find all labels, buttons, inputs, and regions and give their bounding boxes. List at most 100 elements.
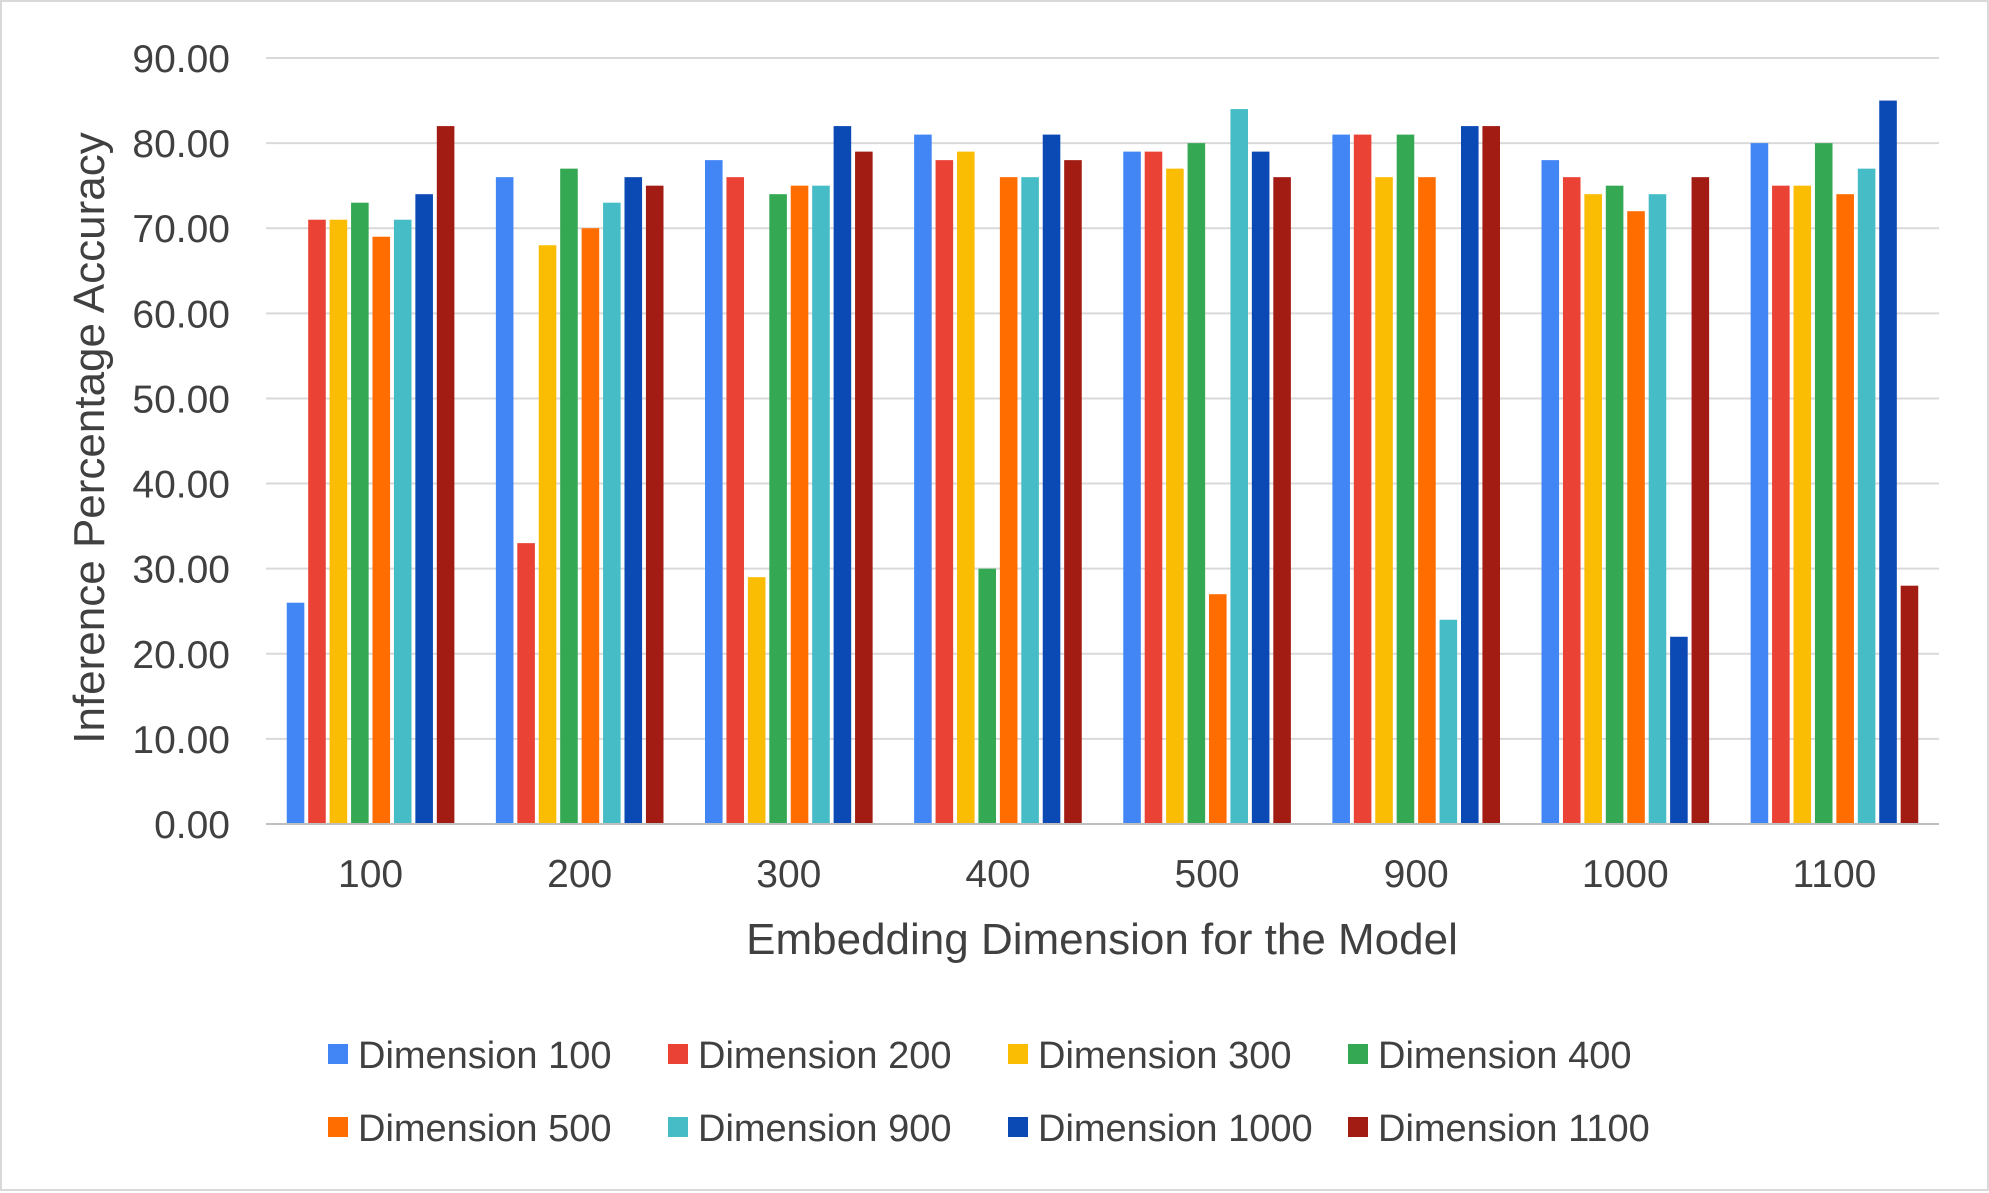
bar-dimension-1000-cat-200 xyxy=(624,177,643,824)
legend-label: Dimension 1100 xyxy=(1378,1108,1650,1150)
bar-dimension-1100-cat-1100 xyxy=(1900,585,1919,824)
x-tick-label: 200 xyxy=(547,853,612,896)
legend-swatch xyxy=(1348,1044,1368,1064)
bar-dimension-500-cat-1000 xyxy=(1627,211,1645,824)
bar-dimension-1100-cat-100 xyxy=(436,126,455,825)
bar-dimension-1000-cat-100 xyxy=(415,194,433,824)
bar-dimension-500-cat-1100 xyxy=(1836,194,1854,824)
legend-swatch xyxy=(328,1117,348,1137)
bar-dimension-100-cat-300 xyxy=(705,160,723,824)
gridlines xyxy=(266,57,1939,740)
bar-dimension-900-cat-900 xyxy=(1439,619,1458,824)
bar-dimension-400-cat-1000 xyxy=(1605,185,1624,825)
legend-swatch xyxy=(668,1044,688,1064)
bar-dimension-1100-cat-1000 xyxy=(1691,177,1710,824)
bar-dimension-500-cat-400 xyxy=(999,177,1018,824)
bar-dimension-1000-cat-1100 xyxy=(1879,100,1897,824)
legend-swatch xyxy=(1348,1117,1368,1137)
bar-dimension-1000-cat-300 xyxy=(833,126,852,825)
bar-dimension-200-cat-400 xyxy=(935,160,954,824)
bar-dimension-400-cat-400 xyxy=(978,568,997,824)
x-tick-label: 100 xyxy=(338,853,403,896)
bar-dimension-500-cat-500 xyxy=(1208,594,1227,824)
legend-label: Dimension 900 xyxy=(698,1108,951,1150)
bar-dimension-1000-cat-500 xyxy=(1251,151,1270,824)
x-tick-label: 1100 xyxy=(1793,853,1877,896)
legend-label: Dimension 400 xyxy=(1378,1035,1631,1077)
bar-dimension-1100-cat-400 xyxy=(1064,160,1082,824)
legend-label: Dimension 200 xyxy=(698,1035,951,1077)
bar-dimension-300-cat-1000 xyxy=(1584,194,1602,824)
bar-dimension-200-cat-1100 xyxy=(1772,185,1790,825)
x-tick-label: 500 xyxy=(1175,853,1240,896)
legend-swatch xyxy=(1008,1117,1028,1137)
y-tick-label: 60.00 xyxy=(132,293,230,336)
bar-dimension-200-cat-300 xyxy=(726,177,745,824)
bar-dimension-500-cat-100 xyxy=(372,236,391,825)
bar-dimension-1000-cat-400 xyxy=(1042,134,1061,825)
legend-swatch xyxy=(1008,1044,1028,1064)
bar-dimension-300-cat-1100 xyxy=(1793,185,1812,825)
bar-dimension-1100-cat-500 xyxy=(1273,177,1291,824)
bar-dimension-900-cat-100 xyxy=(393,219,412,824)
bar-dimension-300-cat-900 xyxy=(1375,177,1393,824)
legend-label: Dimension 500 xyxy=(358,1108,611,1150)
bar-dimension-1100-cat-900 xyxy=(1482,126,1500,825)
bar-dimension-100-cat-1000 xyxy=(1541,160,1560,824)
y-axis-ticks: 0.00 10.00 20.00 30.00 40.00 50.00 60.00 70.00 8… xyxy=(132,38,230,847)
bar-dimension-300-cat-300 xyxy=(747,577,766,824)
y-tick-label: 10.00 xyxy=(132,719,230,762)
bar-dimension-100-cat-400 xyxy=(914,134,932,825)
bar-dimension-100-cat-900 xyxy=(1332,134,1350,825)
x-axis-title: Embedding Dimension for the Model xyxy=(746,915,1458,964)
legend-label: Dimension 1000 xyxy=(1038,1108,1313,1150)
bar-dimension-400-cat-100 xyxy=(351,202,369,824)
bar-dimension-300-cat-200 xyxy=(538,245,557,825)
legend: Dimension 100 Dimension 200 Dimension 300 D… xyxy=(328,1035,1650,1150)
bar-dimension-1000-cat-1000 xyxy=(1670,636,1688,824)
y-tick-label: 70.00 xyxy=(132,208,230,251)
y-tick-label: 80.00 xyxy=(132,123,230,166)
y-tick-label: 0.00 xyxy=(154,804,230,847)
bar-dimension-100-cat-100 xyxy=(286,602,305,824)
legend-label: Dimension 100 xyxy=(358,1035,611,1077)
y-tick-label: 50.00 xyxy=(132,378,230,421)
bar-dimension-1100-cat-200 xyxy=(645,185,664,825)
bar-dimension-900-cat-400 xyxy=(1021,177,1039,824)
bar-dimension-100-cat-500 xyxy=(1123,151,1141,824)
bar-dimension-500-cat-200 xyxy=(581,228,600,825)
bars xyxy=(286,100,1919,825)
bar-dimension-400-cat-300 xyxy=(769,194,787,824)
x-tick-label: 300 xyxy=(756,853,821,896)
bar-dimension-400-cat-200 xyxy=(560,168,578,824)
y-axis-title: Inference Percentage Accuracy xyxy=(65,132,114,743)
y-tick-label: 30.00 xyxy=(132,549,230,592)
bar-dimension-200-cat-900 xyxy=(1353,134,1372,825)
bar-dimension-200-cat-200 xyxy=(517,543,535,824)
x-axis-ticks: 100 200 300 400 500 900 1000 1100 xyxy=(338,853,1876,896)
y-tick-label: 20.00 xyxy=(132,634,230,677)
bar-dimension-900-cat-500 xyxy=(1230,109,1249,824)
bar-dimension-900-cat-1100 xyxy=(1857,168,1876,824)
bar-dimension-100-cat-200 xyxy=(495,177,514,824)
bar-dimension-300-cat-400 xyxy=(957,151,975,824)
x-tick-label: 1000 xyxy=(1582,853,1669,896)
bar-dimension-900-cat-300 xyxy=(812,185,830,825)
y-tick-label: 40.00 xyxy=(132,464,230,507)
bar-dimension-500-cat-900 xyxy=(1418,177,1436,824)
legend-swatch xyxy=(668,1117,688,1137)
bar-dimension-300-cat-500 xyxy=(1166,168,1184,824)
bar-dimension-200-cat-500 xyxy=(1144,151,1163,824)
legend-swatch xyxy=(328,1044,348,1064)
bar-dimension-300-cat-100 xyxy=(329,219,348,824)
bar-dimension-400-cat-1100 xyxy=(1814,143,1833,825)
bar-dimension-1000-cat-900 xyxy=(1460,126,1479,825)
bar-dimension-400-cat-900 xyxy=(1396,134,1415,825)
legend-label: Dimension 300 xyxy=(1038,1035,1291,1077)
bar-dimension-900-cat-200 xyxy=(603,202,621,824)
bar-dimension-100-cat-1100 xyxy=(1750,143,1769,825)
bar-dimension-200-cat-100 xyxy=(308,219,326,824)
bar-dimension-400-cat-500 xyxy=(1187,143,1206,825)
